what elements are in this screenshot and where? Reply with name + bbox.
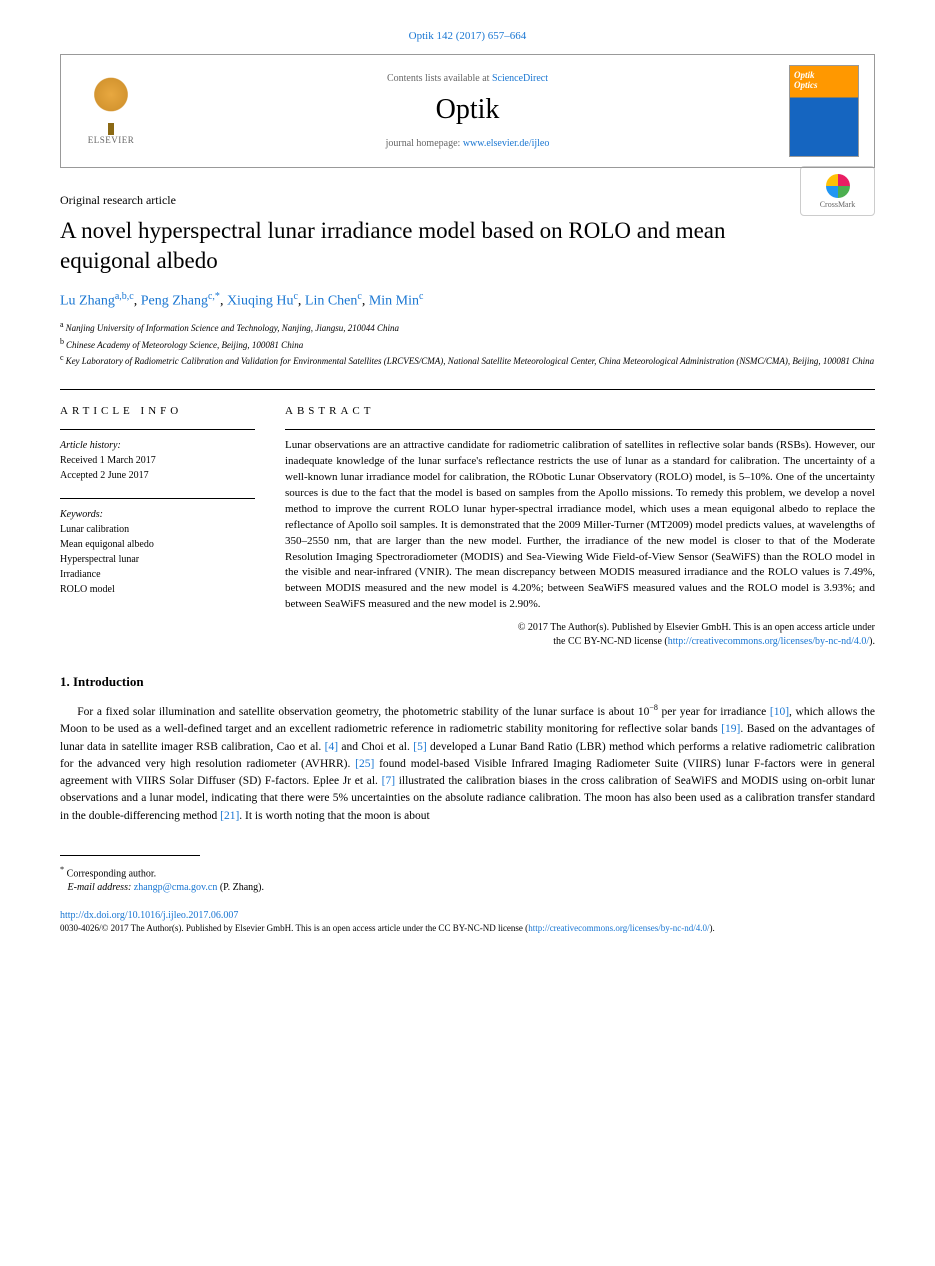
received-date: Received 1 March 2017 bbox=[60, 455, 156, 466]
author-link[interactable]: Peng Zhang bbox=[141, 293, 208, 308]
journal-title: Optik bbox=[146, 94, 789, 126]
author-affil-marker: c bbox=[357, 291, 361, 302]
journal-header: ELSEVIER Contents lists available at Sci… bbox=[60, 54, 875, 168]
cover-t2: Optics bbox=[794, 80, 818, 90]
cover-title: Optik Optics bbox=[794, 70, 818, 90]
affiliation-line: b Chinese Academy of Meteorology Science… bbox=[60, 336, 875, 353]
author-link[interactable]: Lu Zhang bbox=[60, 293, 115, 308]
copyright-line2-suffix: ). bbox=[869, 636, 875, 647]
elsevier-logo: ELSEVIER bbox=[76, 71, 146, 151]
article-title: A novel hyperspectral lunar irradiance m… bbox=[60, 216, 875, 276]
author-affil-marker: c,* bbox=[208, 291, 220, 302]
keyword: Irradiance bbox=[60, 569, 101, 580]
reference-link[interactable]: [7] bbox=[382, 775, 395, 787]
contents-available: Contents lists available at ScienceDirec… bbox=[146, 73, 789, 84]
sciencedirect-link[interactable]: ScienceDirect bbox=[492, 73, 548, 84]
reference-link[interactable]: [10] bbox=[770, 706, 789, 718]
abstract-column: abstract Lunar observations are an attra… bbox=[285, 405, 875, 649]
author-link[interactable]: Min Min bbox=[369, 293, 419, 308]
homepage-link[interactable]: www.elsevier.de/ijleo bbox=[463, 138, 550, 149]
elsevier-tree-icon bbox=[86, 77, 136, 127]
author-link[interactable]: Lin Chen bbox=[305, 293, 358, 308]
affiliations: a Nanjing University of Information Scie… bbox=[60, 319, 875, 369]
journal-homepage: journal homepage: www.elsevier.de/ijleo bbox=[146, 138, 789, 149]
keyword: Hyperspectral lunar bbox=[60, 554, 139, 565]
authors-line: Lu Zhanga,b,c, Peng Zhangc,*, Xiuqing Hu… bbox=[60, 291, 875, 310]
accepted-date: Accepted 2 June 2017 bbox=[60, 470, 149, 481]
keyword: Lunar calibration bbox=[60, 524, 129, 535]
citation: Optik 142 (2017) 657–664 bbox=[60, 30, 875, 42]
article-info-column: article info Article history: Received 1… bbox=[60, 405, 255, 649]
affiliation-line: c Key Laboratory of Radiometric Calibrat… bbox=[60, 352, 875, 369]
email-link[interactable]: zhangp@cma.gov.cn bbox=[134, 882, 218, 893]
article-history: Article history: Received 1 March 2017 A… bbox=[60, 429, 255, 483]
homepage-prefix: journal homepage: bbox=[386, 138, 463, 149]
keywords-label: Keywords: bbox=[60, 509, 103, 520]
copyright: © 2017 The Author(s). Published by Elsev… bbox=[285, 621, 875, 649]
journal-cover: Optik Optics bbox=[789, 65, 859, 157]
license-footer: 0030-4026/© 2017 The Author(s). Publishe… bbox=[60, 923, 875, 935]
reference-link[interactable]: [25] bbox=[355, 758, 374, 770]
footer-rule bbox=[60, 855, 200, 856]
crossmark-icon bbox=[826, 174, 850, 198]
info-abstract-row: article info Article history: Received 1… bbox=[60, 389, 875, 649]
author-link[interactable]: Xiuqing Hu bbox=[227, 293, 294, 308]
copyright-line1: © 2017 The Author(s). Published by Elsev… bbox=[518, 622, 875, 633]
publisher-name: ELSEVIER bbox=[88, 135, 135, 145]
author-affil-marker: c bbox=[419, 291, 423, 302]
contents-prefix: Contents lists available at bbox=[387, 73, 492, 84]
history-label: Article history: bbox=[60, 440, 121, 451]
email-author: (P. Zhang). bbox=[220, 882, 264, 893]
article-type: Original research article bbox=[60, 193, 875, 208]
info-header: article info bbox=[60, 405, 255, 417]
reference-link[interactable]: [21] bbox=[220, 810, 239, 822]
intro-paragraph-1: For a fixed solar illumination and satel… bbox=[60, 702, 875, 825]
section-1-title: 1. Introduction bbox=[60, 674, 875, 690]
doi: http://dx.doi.org/10.1016/j.ijleo.2017.0… bbox=[60, 910, 875, 921]
header-center: Contents lists available at ScienceDirec… bbox=[146, 73, 789, 149]
affiliation-line: a Nanjing University of Information Scie… bbox=[60, 319, 875, 336]
cover-t1: Optik bbox=[794, 70, 815, 80]
reference-link[interactable]: [5] bbox=[413, 741, 426, 753]
author-affil-marker: a,b,c bbox=[115, 291, 134, 302]
reference-link[interactable]: [19] bbox=[721, 723, 740, 735]
corresponding-label: Corresponding author. bbox=[67, 868, 156, 879]
issn-prefix: 0030-4026/© 2017 The Author(s). Publishe… bbox=[60, 923, 528, 933]
footer-cc-link[interactable]: http://creativecommons.org/licenses/by-n… bbox=[528, 923, 709, 933]
reference-link[interactable]: [4] bbox=[325, 741, 338, 753]
keyword: ROLO model bbox=[60, 584, 115, 595]
keyword: Mean equigonal albedo bbox=[60, 539, 154, 550]
crossmark-badge[interactable]: CrossMark bbox=[800, 166, 875, 216]
corresponding-author: * Corresponding author. E-mail address: … bbox=[60, 864, 875, 895]
cc-license-link[interactable]: http://creativecommons.org/licenses/by-n… bbox=[668, 636, 869, 647]
email-label: E-mail address: bbox=[68, 882, 132, 893]
doi-link[interactable]: http://dx.doi.org/10.1016/j.ijleo.2017.0… bbox=[60, 910, 238, 921]
crossmark-label: CrossMark bbox=[820, 200, 856, 209]
copyright-line2-prefix: the CC BY-NC-ND license ( bbox=[553, 636, 667, 647]
issn-suffix: ). bbox=[709, 923, 714, 933]
abstract-header: abstract bbox=[285, 405, 875, 417]
keywords-block: Keywords: Lunar calibration Mean equigona… bbox=[60, 498, 255, 597]
author-affil-marker: c bbox=[293, 291, 297, 302]
keywords-list: Lunar calibration Mean equigonal albedo Hy… bbox=[60, 524, 154, 595]
abstract-text: Lunar observations are an attractive can… bbox=[285, 429, 875, 613]
